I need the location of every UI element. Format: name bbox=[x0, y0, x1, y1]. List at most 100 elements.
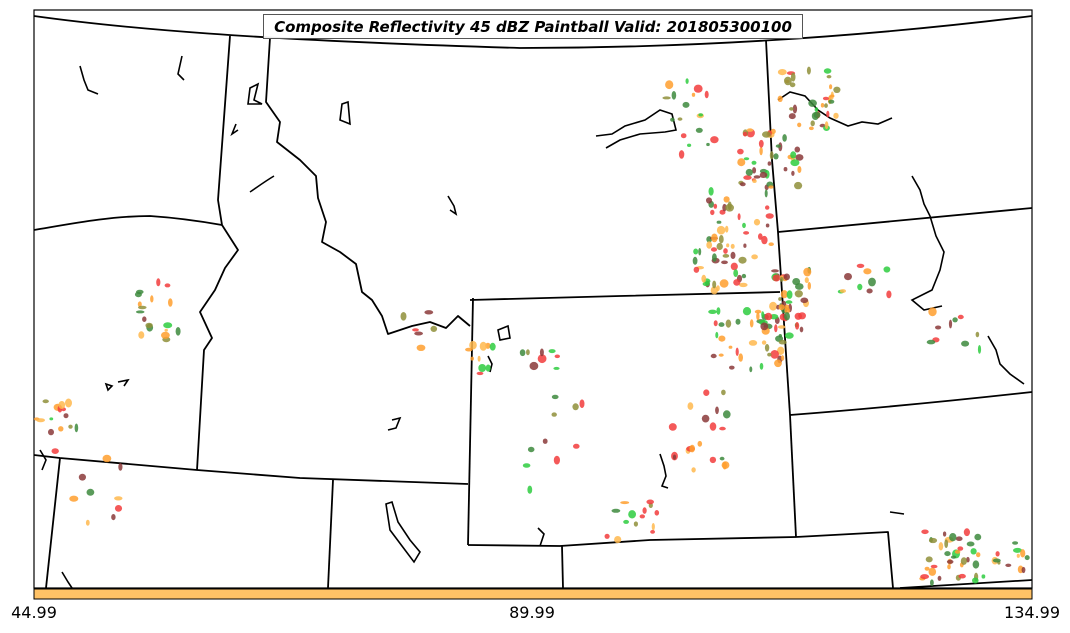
paintball-blob bbox=[687, 402, 694, 410]
paintball-blob bbox=[672, 454, 677, 460]
paintball-blob bbox=[928, 567, 937, 576]
paintball-blob bbox=[773, 153, 779, 160]
paintball-blob bbox=[716, 225, 726, 235]
paintball-blob bbox=[857, 283, 863, 291]
paintball-blob bbox=[718, 335, 726, 342]
paintball-blob bbox=[768, 242, 774, 246]
paintball-blob bbox=[737, 148, 744, 155]
wyoming-south-border bbox=[467, 536, 797, 547]
paintball-blob bbox=[573, 443, 580, 449]
paintball-blob bbox=[767, 352, 772, 357]
paintball-blob bbox=[430, 325, 438, 332]
paintball-blob bbox=[706, 197, 712, 204]
paintball-blob bbox=[470, 356, 475, 361]
paintball-blob bbox=[807, 282, 811, 290]
colorbar-tick-max: 134.99 bbox=[1004, 603, 1060, 622]
paintball-blob bbox=[976, 552, 981, 558]
paintball-blob bbox=[701, 414, 710, 423]
paintball-blob bbox=[138, 331, 145, 339]
paintball-blob bbox=[784, 307, 791, 314]
paintball-blob bbox=[920, 574, 929, 580]
paintball-blob bbox=[775, 144, 782, 148]
paintball-blob bbox=[794, 146, 801, 153]
paintball-blob bbox=[730, 262, 738, 271]
paintball-blob bbox=[975, 331, 980, 338]
lake-shape bbox=[104, 378, 130, 392]
paintball-blob bbox=[809, 126, 814, 131]
paintball-blob bbox=[704, 90, 709, 99]
paintball-blob bbox=[723, 410, 731, 419]
paintball-blob bbox=[833, 112, 839, 119]
paintball-blob bbox=[995, 551, 1000, 557]
paintball-blob bbox=[950, 555, 957, 559]
colorbar bbox=[33, 588, 1033, 600]
lake-shape bbox=[61, 571, 73, 589]
paintball-blob bbox=[926, 339, 936, 345]
paintball-blob bbox=[790, 159, 800, 167]
paintball-blob bbox=[551, 394, 559, 400]
paintball-blob bbox=[735, 318, 741, 325]
paintball-blob bbox=[737, 213, 741, 221]
paintball-blob bbox=[677, 117, 683, 121]
paintball-blob bbox=[710, 247, 718, 252]
paintball-blob bbox=[713, 203, 718, 209]
paintball-blob bbox=[764, 344, 770, 352]
paintball-blob bbox=[957, 546, 964, 551]
paintball-blob bbox=[710, 286, 718, 295]
paintball-blob bbox=[69, 495, 79, 502]
paintball-blob bbox=[928, 307, 937, 317]
paintball-blob bbox=[799, 326, 804, 333]
paintball-blob bbox=[748, 340, 758, 346]
paintball-blob bbox=[723, 248, 728, 254]
paintball-blob bbox=[551, 412, 557, 417]
paintball-blob bbox=[537, 354, 547, 364]
montana-wyoming-border bbox=[469, 291, 781, 301]
paintball-blob bbox=[883, 266, 891, 273]
paintball-blob bbox=[1013, 547, 1022, 553]
paintball-blob bbox=[86, 488, 95, 496]
paintball-blob bbox=[553, 366, 560, 370]
paintball-blob bbox=[743, 243, 747, 248]
paintball-blob bbox=[795, 322, 800, 330]
sd-ne-border bbox=[789, 391, 1033, 416]
paintball-blob bbox=[42, 399, 49, 404]
paintball-blob bbox=[767, 161, 772, 166]
paintball-blob bbox=[947, 564, 951, 570]
paintball-blob bbox=[654, 510, 660, 516]
paintball-blob bbox=[735, 347, 739, 356]
paintball-blob bbox=[764, 312, 773, 321]
paintball-blob bbox=[414, 331, 423, 336]
paintball-blob bbox=[742, 131, 748, 137]
paintball-blob bbox=[716, 242, 723, 251]
paintball-blob bbox=[400, 312, 407, 321]
paintball-blob bbox=[743, 175, 752, 180]
paintball-blob bbox=[114, 505, 123, 512]
paintball-blob bbox=[477, 355, 481, 362]
paintball-blob bbox=[1016, 553, 1020, 558]
paintball-blob bbox=[822, 96, 829, 101]
paintball-blob bbox=[722, 254, 730, 258]
paintball-blob bbox=[687, 143, 692, 147]
lake-shape bbox=[385, 500, 421, 564]
paintball-blob bbox=[774, 324, 778, 333]
paintball-blob bbox=[813, 111, 821, 119]
paintball-blob bbox=[719, 426, 726, 431]
paintball-blob bbox=[795, 283, 804, 290]
wyoming-west-border bbox=[467, 297, 474, 546]
paintball-blob bbox=[49, 417, 54, 421]
paintball-blob bbox=[671, 91, 677, 100]
paintball-blob bbox=[790, 151, 797, 159]
paintball-blob bbox=[718, 235, 724, 244]
paintball-blob bbox=[938, 542, 944, 551]
paintball-blob bbox=[137, 301, 142, 308]
paintball-blob bbox=[527, 485, 533, 494]
paintball-blob bbox=[791, 170, 795, 176]
paintball-blob bbox=[164, 328, 168, 332]
paintball-blob bbox=[163, 322, 173, 329]
paintball-blob bbox=[784, 76, 792, 86]
lake-shape bbox=[247, 82, 263, 105]
paintball-blob bbox=[693, 84, 703, 93]
paintball-blob bbox=[777, 95, 783, 103]
paintball-blob bbox=[737, 158, 746, 167]
paintball-blob bbox=[712, 253, 717, 262]
